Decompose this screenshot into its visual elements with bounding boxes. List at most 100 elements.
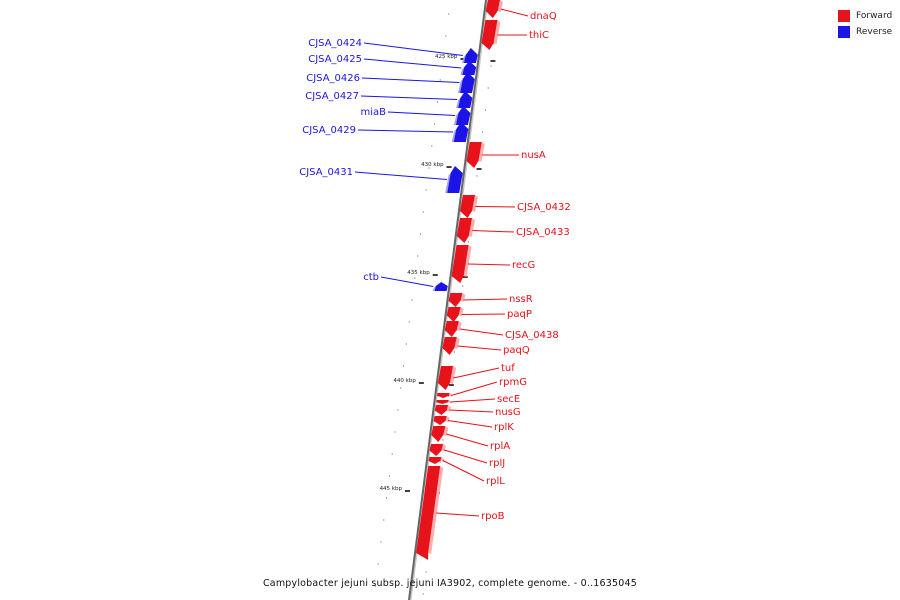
gene-rplj-label: rplJ	[489, 458, 505, 469]
reverse-swatch	[838, 25, 850, 38]
gene-dnaq-leader	[500, 8, 529, 17]
gene-cjsa_0432-side	[472, 195, 478, 212]
gene-rpob-label: rpoB	[481, 511, 505, 522]
gene-cjsa_0431-arrow	[447, 166, 463, 193]
gene-tuf-arrow	[437, 366, 454, 390]
gene-rpob-side	[428, 466, 444, 554]
gene-miab-side	[453, 113, 459, 125]
gene-tuf-side	[449, 366, 457, 384]
gene-paqp-arrow	[446, 307, 461, 322]
gene-rpll-label: rplL	[486, 476, 505, 487]
gene-miab-label: miaB	[360, 107, 386, 118]
tick-label: 435 kbp	[407, 270, 430, 276]
gene-nssr-label: nssR	[509, 294, 533, 305]
gene-cjsa_0431-label: CJSA_0431	[299, 167, 353, 178]
gene-rpll-arrow	[428, 457, 442, 464]
gene-paqq-arrow	[442, 337, 457, 355]
gene-thic-side	[493, 20, 501, 44]
gene-cjsa_0427-side	[456, 98, 461, 108]
gene-sece-leader	[450, 398, 496, 403]
gene-cjsa_0438-label: CJSA_0438	[505, 330, 559, 341]
gene-paqp-side	[458, 307, 464, 317]
gene-cjsa_0433-arrow	[456, 218, 473, 243]
gene-nssr-side	[460, 293, 466, 302]
gene-cjsa_0438-leader	[459, 328, 504, 336]
gene-cjsa_0432-label: CJSA_0432	[517, 202, 571, 213]
legend-reverse-label: Reverse	[856, 26, 893, 37]
gene-nusg-leader	[449, 409, 494, 413]
gene-rpla-leader	[446, 433, 489, 447]
gene-dnaq-arrow	[485, 0, 500, 18]
legend: Forward Reverse	[838, 8, 892, 40]
gene-ctb-side	[432, 286, 436, 291]
gene-rpll-leader	[442, 460, 485, 482]
gene-cjsa_0425-label: CJSA_0425	[308, 54, 362, 65]
gene-cjsa_0431-leader	[354, 171, 448, 180]
gene-rpla-side	[443, 426, 449, 436]
gene-miab-arrow	[455, 106, 471, 125]
backbone	[408, 0, 487, 600]
gene-cjsa_0432-leader	[475, 206, 516, 208]
legend-reverse: Reverse	[838, 24, 892, 39]
gene-paqq-label: paqQ	[503, 345, 530, 356]
tick-label: 430 kbp	[421, 162, 444, 168]
gene-nssr-arrow	[448, 293, 463, 307]
gene-rpla-arrow	[431, 426, 446, 442]
legend-forward: Forward	[838, 8, 892, 23]
gene-rpob-arrow	[416, 466, 441, 560]
gene-cjsa_0433-label: CJSA_0433	[516, 227, 570, 238]
gene-cjsa_0424-label: CJSA_0424	[308, 38, 362, 49]
gene-ctb-leader	[380, 276, 434, 287]
gene-rplk-label: rplK	[494, 422, 514, 433]
forward-swatch	[838, 9, 850, 22]
gene-rplj-arrow	[429, 444, 444, 456]
gene-cjsa_0427-arrow	[458, 91, 473, 108]
gene-rpmg-label: rpmG	[499, 377, 527, 388]
gene-recg-arrow	[451, 245, 469, 283]
gene-cjsa_0438-arrow	[444, 321, 459, 337]
gene-paqp-leader	[461, 313, 506, 315]
gene-dnaq-label: dnaQ	[530, 11, 557, 22]
gene-cjsa_0429-arrow	[453, 122, 469, 142]
gene-cjsa_0424-leader	[363, 42, 463, 56]
gene-cjsa_0429-leader	[357, 129, 454, 133]
gene-thic-arrow	[481, 20, 498, 50]
gene-rpmg-leader	[451, 381, 498, 396]
gene-ctb-label: ctb	[363, 272, 379, 283]
gene-cjsa_0433-side	[468, 218, 476, 237]
gene-sece-label: secE	[497, 394, 520, 405]
genome-caption: Campylobacter jejuni subsp. jejuni IA390…	[262, 578, 638, 589]
gene-recg-leader	[468, 263, 511, 266]
gene-nusg-arrow	[434, 405, 449, 415]
gene-sece-arrow	[436, 400, 449, 404]
gene-rplj-leader	[444, 449, 488, 464]
gene-cjsa_0438-side	[456, 321, 462, 331]
gene-recg-side	[463, 245, 472, 277]
gene-rpmg-arrow	[436, 393, 450, 398]
gene-ctb-arrow	[434, 282, 448, 291]
gene-rplk-leader	[447, 420, 493, 428]
gene-cjsa_0425-leader	[363, 58, 462, 69]
gene-rpla-label: rplA	[490, 441, 510, 452]
tick-label: 445 kbp	[380, 486, 403, 492]
gene-cjsa_0427-leader	[360, 95, 458, 100]
gene-cjsa_0431-side	[445, 173, 451, 193]
gene-recg-label: recG	[512, 260, 535, 271]
gene-cjsa_0426-arrow	[460, 72, 475, 93]
gene-tuf-leader	[453, 367, 500, 379]
gene-cjsa_0427-label: CJSA_0427	[305, 91, 359, 102]
gene-nssr-leader	[463, 298, 508, 301]
gene-cjsa_0426-label: CJSA_0426	[306, 73, 360, 84]
gene-cjsa_0425-side	[460, 67, 465, 75]
gene-cjsa_0429-side	[451, 129, 457, 142]
legend-forward-label: Forward	[856, 10, 893, 21]
gene-paqq-side	[454, 337, 460, 349]
gene-thic-label: thiC	[529, 30, 549, 41]
gene-dnaq-side	[497, 0, 503, 12]
gene-cjsa_0426-side	[458, 79, 463, 93]
gene-cjsa_0433-leader	[472, 230, 515, 233]
gene-cjsa_0429-label: CJSA_0429	[302, 125, 356, 136]
gene-cjsa_0424-arrow	[463, 48, 478, 63]
gene-nusa-side	[478, 142, 485, 162]
